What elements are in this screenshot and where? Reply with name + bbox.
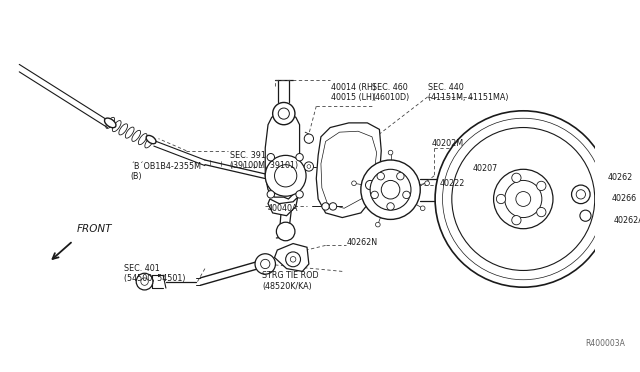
Circle shape bbox=[267, 190, 275, 198]
Circle shape bbox=[275, 165, 297, 187]
Circle shape bbox=[273, 102, 295, 125]
Circle shape bbox=[276, 222, 295, 241]
Circle shape bbox=[452, 128, 595, 270]
Circle shape bbox=[267, 154, 275, 161]
Text: FRONT: FRONT bbox=[77, 224, 112, 234]
Text: 40262N: 40262N bbox=[347, 238, 378, 247]
Circle shape bbox=[576, 190, 586, 199]
Text: STRG TIE ROD
(48520K/KA): STRG TIE ROD (48520K/KA) bbox=[262, 272, 319, 291]
Text: SEC. 460
(46010D): SEC. 460 (46010D) bbox=[372, 83, 409, 102]
Circle shape bbox=[370, 169, 411, 210]
Ellipse shape bbox=[146, 135, 156, 144]
Circle shape bbox=[322, 203, 330, 210]
Circle shape bbox=[285, 252, 301, 267]
Text: 40207: 40207 bbox=[472, 164, 497, 173]
Circle shape bbox=[255, 254, 275, 274]
Circle shape bbox=[296, 154, 303, 161]
Circle shape bbox=[260, 259, 270, 269]
Circle shape bbox=[376, 222, 380, 227]
Text: 40266: 40266 bbox=[611, 194, 637, 203]
Polygon shape bbox=[316, 123, 381, 218]
Circle shape bbox=[493, 169, 553, 229]
Circle shape bbox=[136, 273, 153, 290]
Circle shape bbox=[291, 257, 296, 262]
Polygon shape bbox=[268, 197, 298, 216]
Text: SEC. 391
(39100M, 39101): SEC. 391 (39100M, 39101) bbox=[230, 151, 298, 170]
Circle shape bbox=[330, 203, 337, 210]
Text: 40040A: 40040A bbox=[268, 203, 298, 213]
Polygon shape bbox=[265, 113, 300, 199]
Circle shape bbox=[304, 134, 314, 143]
Circle shape bbox=[265, 155, 306, 196]
Circle shape bbox=[497, 194, 506, 203]
Circle shape bbox=[381, 180, 400, 199]
Circle shape bbox=[505, 180, 542, 218]
Circle shape bbox=[397, 173, 404, 180]
Text: SEC. 401
(54500, 54501): SEC. 401 (54500, 54501) bbox=[124, 264, 186, 283]
Circle shape bbox=[351, 181, 356, 186]
Text: 40014 (RH)
40015 (LH): 40014 (RH) 40015 (LH) bbox=[331, 83, 376, 102]
Circle shape bbox=[388, 150, 393, 155]
Circle shape bbox=[377, 173, 385, 180]
Text: 40262A: 40262A bbox=[613, 216, 640, 225]
Text: 40202M: 40202M bbox=[431, 139, 463, 148]
Text: SEC. 440
(41151M, 41151MA): SEC. 440 (41151M, 41151MA) bbox=[428, 83, 508, 102]
Polygon shape bbox=[275, 244, 309, 272]
Circle shape bbox=[572, 185, 590, 203]
Text: 40222: 40222 bbox=[440, 179, 465, 187]
Text: ´B´OB1B4-2355M
(B): ´B´OB1B4-2355M (B) bbox=[131, 162, 202, 181]
Text: R400003A: R400003A bbox=[586, 339, 625, 347]
Circle shape bbox=[304, 162, 314, 171]
Text: 40262: 40262 bbox=[608, 173, 633, 182]
Circle shape bbox=[403, 191, 410, 199]
Circle shape bbox=[516, 192, 531, 206]
Circle shape bbox=[361, 160, 420, 219]
Circle shape bbox=[420, 206, 425, 211]
Circle shape bbox=[278, 108, 289, 119]
Circle shape bbox=[307, 165, 311, 169]
Circle shape bbox=[512, 215, 521, 225]
Circle shape bbox=[296, 190, 303, 198]
Circle shape bbox=[512, 173, 521, 182]
Circle shape bbox=[365, 180, 375, 190]
Circle shape bbox=[435, 111, 611, 287]
Circle shape bbox=[371, 191, 378, 199]
Circle shape bbox=[537, 208, 546, 217]
Circle shape bbox=[141, 278, 148, 285]
Circle shape bbox=[537, 181, 546, 190]
Ellipse shape bbox=[104, 118, 116, 128]
Circle shape bbox=[387, 203, 394, 210]
Circle shape bbox=[580, 210, 591, 221]
Circle shape bbox=[425, 181, 429, 186]
